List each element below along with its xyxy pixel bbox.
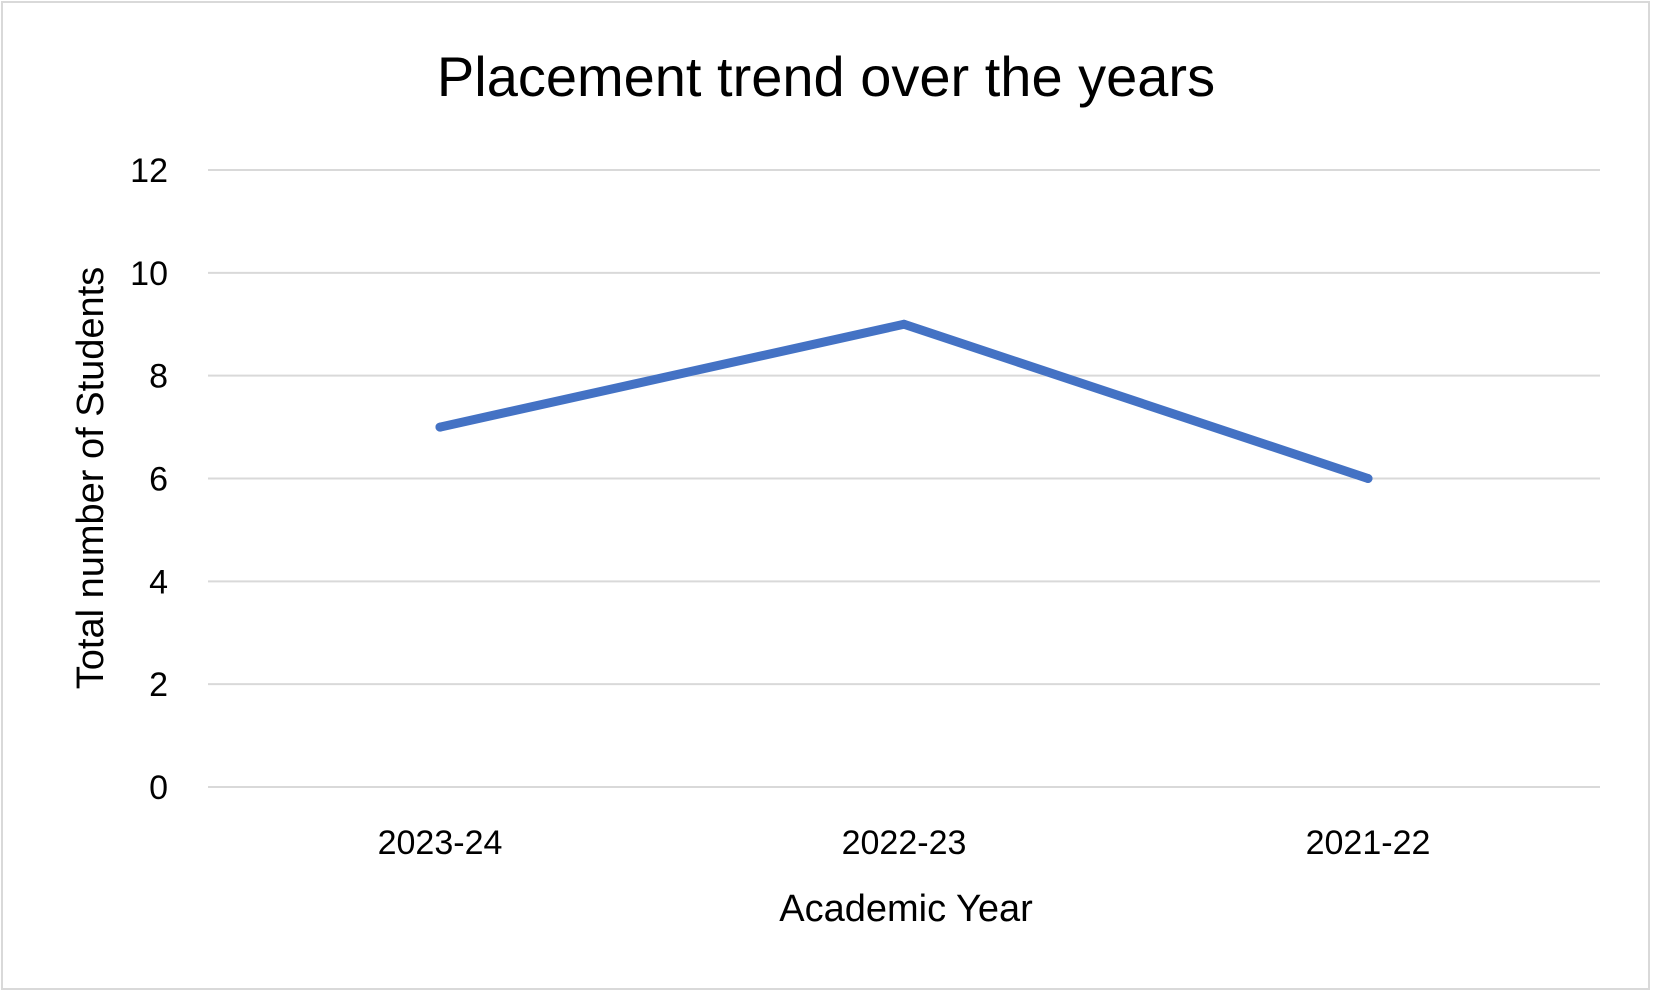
x-axis-tick-labels: 2023-24 2022-23 2021-22 (378, 824, 1431, 862)
data-point-2021-22 (1363, 474, 1373, 483)
x-tick-label: 2021-22 (1306, 824, 1431, 862)
data-point-2022-23 (899, 319, 909, 329)
series-line (435, 319, 1373, 483)
series-layer (435, 319, 1373, 483)
y-axis-tick-labels: 0 2 4 6 8 10 12 (130, 152, 168, 807)
y-tick-label: 4 (149, 563, 168, 601)
y-tick-label: 6 (149, 461, 168, 499)
y-tick-label: 8 (149, 358, 168, 396)
x-axis-title: Academic Year (779, 888, 1033, 930)
y-tick-label: 12 (130, 152, 168, 190)
chart-title: Placement trend over the years (437, 45, 1215, 108)
y-tick-label: 0 (149, 769, 168, 807)
gridlines (208, 169, 1600, 788)
x-tick-label: 2023-24 (378, 824, 503, 862)
data-point-2023-24 (435, 422, 445, 432)
y-tick-label: 2 (149, 666, 168, 704)
x-tick-label: 2022-23 (842, 824, 967, 862)
y-tick-label: 10 (130, 255, 168, 293)
y-axis-title: Total number of Students (70, 267, 112, 689)
